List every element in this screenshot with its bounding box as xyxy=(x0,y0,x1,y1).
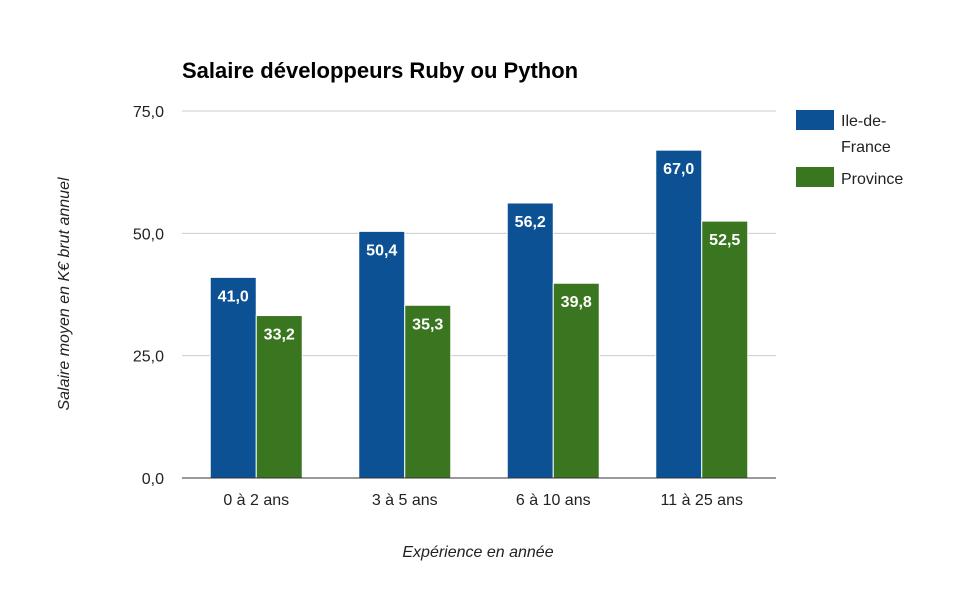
legend-item-province: Province xyxy=(796,167,903,188)
legend-label: Ile-de-France xyxy=(841,113,891,156)
x-tick-label: 0 à 2 ans xyxy=(223,492,289,509)
bar-province-3 xyxy=(552,282,600,479)
x-tick-label: 6 à 10 ans xyxy=(516,492,591,509)
bar-province-4 xyxy=(701,220,749,479)
y-tick-label: 0,0 xyxy=(142,471,164,488)
bar-province-1 xyxy=(255,315,303,479)
chart-title: Salaire développeurs Ruby ou Python xyxy=(182,58,578,83)
bar-value-label: 56,2 xyxy=(515,214,546,231)
y-tick-label: 25,0 xyxy=(133,349,164,366)
data-labels: 41,0 33,2 50,4 35,3 56,2 39,8 67,0 52,5 xyxy=(218,161,741,343)
legend-label: Province xyxy=(841,171,903,188)
bar-ile-de-france-3 xyxy=(506,202,554,479)
bar-value-label: 35,3 xyxy=(412,316,443,333)
y-tick-label: 50,0 xyxy=(133,226,164,243)
y-axis-title: Salaire moyen en K€ brut annuel xyxy=(56,177,73,410)
y-tick-label: 75,0 xyxy=(133,104,164,121)
legend-item-ile-de-france: Ile-de-France xyxy=(796,110,891,156)
bar-value-label: 52,5 xyxy=(709,232,740,249)
bar-value-label: 50,4 xyxy=(366,242,397,259)
x-tick-label: 3 à 5 ans xyxy=(372,492,438,509)
bar-value-label: 33,2 xyxy=(264,327,295,344)
legend-swatch xyxy=(796,167,834,187)
x-axis-title: Expérience en année xyxy=(402,544,553,561)
legend-swatch xyxy=(796,110,834,130)
bar-ile-de-france-1 xyxy=(209,276,257,479)
x-axis-ticks: 0 à 2 ans 3 à 5 ans 6 à 10 ans 11 à 25 ans xyxy=(223,492,743,509)
bar-value-label: 67,0 xyxy=(663,161,694,178)
x-tick-label: 11 à 25 ans xyxy=(661,492,743,509)
bar-value-label: 39,8 xyxy=(561,294,592,311)
legend: Ile-de-France Province xyxy=(796,110,903,188)
bar-value-label: 41,0 xyxy=(218,288,249,305)
bar-province-2 xyxy=(404,304,452,479)
bars xyxy=(209,149,749,479)
bar-ile-de-france-2 xyxy=(358,230,406,479)
bar-ile-de-france-4 xyxy=(655,149,703,479)
y-axis-ticks: 0,0 25,0 50,0 75,0 xyxy=(133,104,164,488)
